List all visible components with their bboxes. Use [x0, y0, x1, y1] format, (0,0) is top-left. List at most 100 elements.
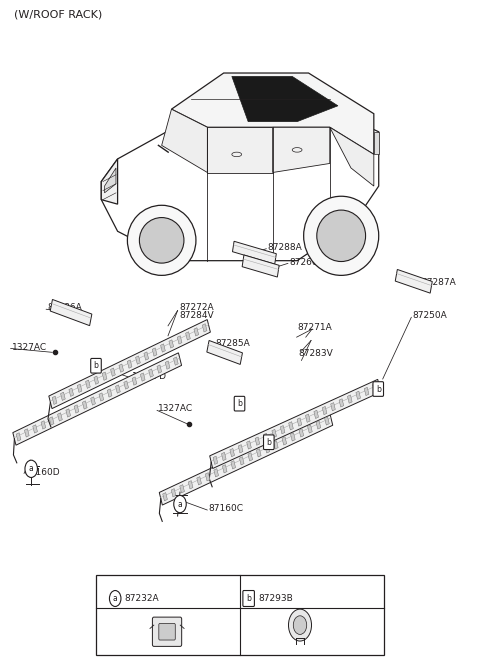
Polygon shape [77, 384, 82, 392]
Polygon shape [16, 433, 21, 441]
Polygon shape [247, 441, 252, 449]
Text: 87160C: 87160C [208, 504, 243, 513]
Text: a: a [113, 594, 118, 603]
Text: b: b [237, 399, 242, 408]
Polygon shape [255, 437, 260, 446]
Text: 87284V: 87284V [179, 311, 214, 321]
Polygon shape [165, 361, 170, 369]
Polygon shape [135, 356, 140, 364]
Ellipse shape [304, 196, 379, 275]
Polygon shape [232, 76, 338, 122]
Ellipse shape [139, 217, 184, 263]
Polygon shape [231, 461, 236, 469]
Polygon shape [356, 391, 360, 400]
Polygon shape [169, 340, 174, 348]
Polygon shape [194, 328, 199, 336]
Polygon shape [274, 441, 278, 449]
Polygon shape [119, 364, 124, 372]
Polygon shape [66, 409, 71, 417]
Polygon shape [132, 377, 137, 385]
Polygon shape [116, 385, 120, 393]
Polygon shape [50, 299, 92, 326]
Polygon shape [49, 320, 210, 408]
Polygon shape [58, 413, 62, 421]
Text: b: b [246, 594, 251, 603]
Polygon shape [99, 393, 104, 401]
Polygon shape [101, 159, 118, 204]
Circle shape [288, 609, 312, 641]
Polygon shape [314, 410, 319, 418]
FancyBboxPatch shape [243, 591, 254, 606]
Polygon shape [330, 127, 374, 186]
Polygon shape [288, 422, 293, 430]
Polygon shape [171, 73, 374, 154]
Polygon shape [162, 109, 207, 172]
Text: 1249PD: 1249PD [132, 372, 167, 381]
Ellipse shape [317, 210, 366, 261]
Polygon shape [124, 381, 129, 389]
Polygon shape [395, 269, 432, 293]
FancyBboxPatch shape [234, 396, 245, 411]
Polygon shape [348, 395, 352, 403]
Circle shape [25, 460, 37, 477]
FancyBboxPatch shape [152, 617, 181, 646]
Polygon shape [186, 332, 191, 340]
Polygon shape [213, 456, 218, 464]
Polygon shape [163, 493, 168, 501]
Polygon shape [265, 445, 270, 453]
Polygon shape [69, 388, 73, 396]
Circle shape [109, 591, 121, 606]
Polygon shape [339, 399, 344, 407]
Polygon shape [188, 481, 193, 489]
FancyBboxPatch shape [91, 358, 101, 373]
Polygon shape [248, 453, 252, 461]
Polygon shape [205, 473, 210, 481]
Polygon shape [364, 387, 369, 396]
Polygon shape [107, 389, 112, 397]
Polygon shape [52, 396, 57, 404]
Polygon shape [171, 489, 176, 497]
Polygon shape [157, 365, 162, 373]
Polygon shape [207, 340, 242, 364]
Polygon shape [297, 418, 302, 426]
Polygon shape [33, 425, 37, 433]
FancyBboxPatch shape [264, 435, 274, 450]
Polygon shape [272, 430, 276, 438]
Polygon shape [149, 369, 154, 377]
Circle shape [174, 495, 186, 513]
Text: 1327AC: 1327AC [158, 404, 193, 414]
Polygon shape [202, 324, 207, 332]
Polygon shape [273, 127, 330, 172]
Polygon shape [74, 405, 79, 413]
Polygon shape [290, 433, 295, 441]
Text: 87293B: 87293B [258, 594, 293, 603]
Polygon shape [144, 352, 149, 360]
Polygon shape [102, 372, 107, 380]
Polygon shape [177, 336, 182, 344]
Text: 87283V: 87283V [299, 349, 333, 358]
Text: a: a [178, 499, 182, 509]
Polygon shape [24, 429, 29, 437]
Polygon shape [331, 402, 336, 411]
Text: 87260D: 87260D [289, 257, 324, 267]
Polygon shape [280, 426, 285, 434]
Text: 87286A: 87286A [47, 303, 82, 313]
Polygon shape [110, 368, 115, 376]
Text: 87272A: 87272A [179, 303, 214, 312]
Text: 87288A: 87288A [267, 243, 302, 252]
Polygon shape [308, 425, 312, 433]
FancyBboxPatch shape [96, 575, 384, 655]
Polygon shape [282, 437, 287, 445]
Text: 87271A: 87271A [298, 323, 332, 332]
Polygon shape [94, 376, 98, 384]
FancyBboxPatch shape [159, 624, 175, 640]
Polygon shape [197, 477, 202, 485]
Polygon shape [316, 421, 321, 429]
Polygon shape [230, 448, 235, 457]
Polygon shape [305, 414, 310, 422]
Circle shape [293, 616, 307, 634]
Polygon shape [232, 241, 276, 264]
Polygon shape [127, 360, 132, 368]
Text: 87232A: 87232A [125, 594, 159, 603]
Polygon shape [324, 417, 329, 425]
